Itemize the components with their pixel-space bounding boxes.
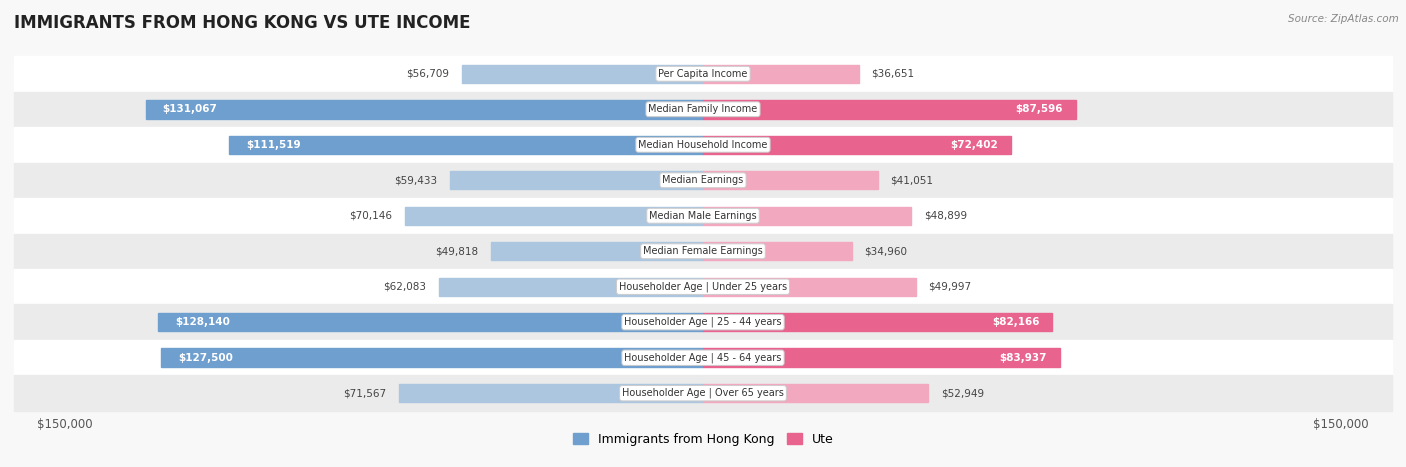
Bar: [703, 135, 1011, 154]
Text: $127,500: $127,500: [177, 353, 232, 363]
Bar: [14, 56, 1392, 92]
Bar: [439, 277, 703, 296]
Text: $48,899: $48,899: [924, 211, 967, 221]
Bar: [703, 384, 928, 403]
Bar: [14, 340, 1392, 375]
Bar: [14, 269, 1392, 304]
Text: $70,146: $70,146: [349, 211, 392, 221]
Text: Householder Age | 45 - 64 years: Householder Age | 45 - 64 years: [624, 353, 782, 363]
Text: $41,051: $41,051: [890, 175, 934, 185]
Text: $71,567: $71,567: [343, 388, 385, 398]
Text: $131,067: $131,067: [163, 104, 218, 114]
Text: $128,140: $128,140: [176, 317, 231, 327]
Text: $36,651: $36,651: [872, 69, 915, 79]
Bar: [229, 135, 703, 154]
Bar: [703, 348, 1060, 367]
Text: $49,818: $49,818: [436, 246, 478, 256]
Bar: [703, 242, 852, 261]
Text: $87,596: $87,596: [1015, 104, 1063, 114]
Bar: [703, 100, 1076, 119]
Bar: [461, 64, 703, 83]
Bar: [157, 313, 703, 332]
Text: Per Capita Income: Per Capita Income: [658, 69, 748, 79]
Bar: [14, 234, 1392, 269]
Text: Householder Age | Under 25 years: Householder Age | Under 25 years: [619, 282, 787, 292]
Bar: [703, 206, 911, 225]
Bar: [491, 242, 703, 261]
Bar: [14, 92, 1392, 127]
Bar: [160, 348, 703, 367]
Text: $34,960: $34,960: [865, 246, 907, 256]
Text: Householder Age | 25 - 44 years: Householder Age | 25 - 44 years: [624, 317, 782, 327]
Text: $111,519: $111,519: [246, 140, 301, 150]
Text: $83,937: $83,937: [1000, 353, 1047, 363]
Text: $56,709: $56,709: [406, 69, 449, 79]
Bar: [703, 277, 915, 296]
Bar: [450, 171, 703, 190]
Text: Median Family Income: Median Family Income: [648, 104, 758, 114]
Bar: [14, 127, 1392, 163]
Text: Median Male Earnings: Median Male Earnings: [650, 211, 756, 221]
Text: IMMIGRANTS FROM HONG KONG VS UTE INCOME: IMMIGRANTS FROM HONG KONG VS UTE INCOME: [14, 14, 471, 32]
Bar: [703, 64, 859, 83]
Text: $49,997: $49,997: [928, 282, 972, 292]
Bar: [405, 206, 703, 225]
Bar: [703, 171, 877, 190]
Bar: [14, 304, 1392, 340]
Text: Median Household Income: Median Household Income: [638, 140, 768, 150]
Bar: [14, 198, 1392, 234]
Bar: [146, 100, 703, 119]
Text: $59,433: $59,433: [394, 175, 437, 185]
Legend: Immigrants from Hong Kong, Ute: Immigrants from Hong Kong, Ute: [568, 428, 838, 451]
Bar: [14, 375, 1392, 411]
Text: $52,949: $52,949: [941, 388, 984, 398]
Text: Householder Age | Over 65 years: Householder Age | Over 65 years: [621, 388, 785, 398]
Bar: [399, 384, 703, 403]
Text: $72,402: $72,402: [950, 140, 998, 150]
Text: $82,166: $82,166: [993, 317, 1039, 327]
Text: Median Earnings: Median Earnings: [662, 175, 744, 185]
Text: Median Female Earnings: Median Female Earnings: [643, 246, 763, 256]
Text: Source: ZipAtlas.com: Source: ZipAtlas.com: [1288, 14, 1399, 24]
Bar: [14, 163, 1392, 198]
Text: $62,083: $62,083: [384, 282, 426, 292]
Bar: [703, 313, 1053, 332]
